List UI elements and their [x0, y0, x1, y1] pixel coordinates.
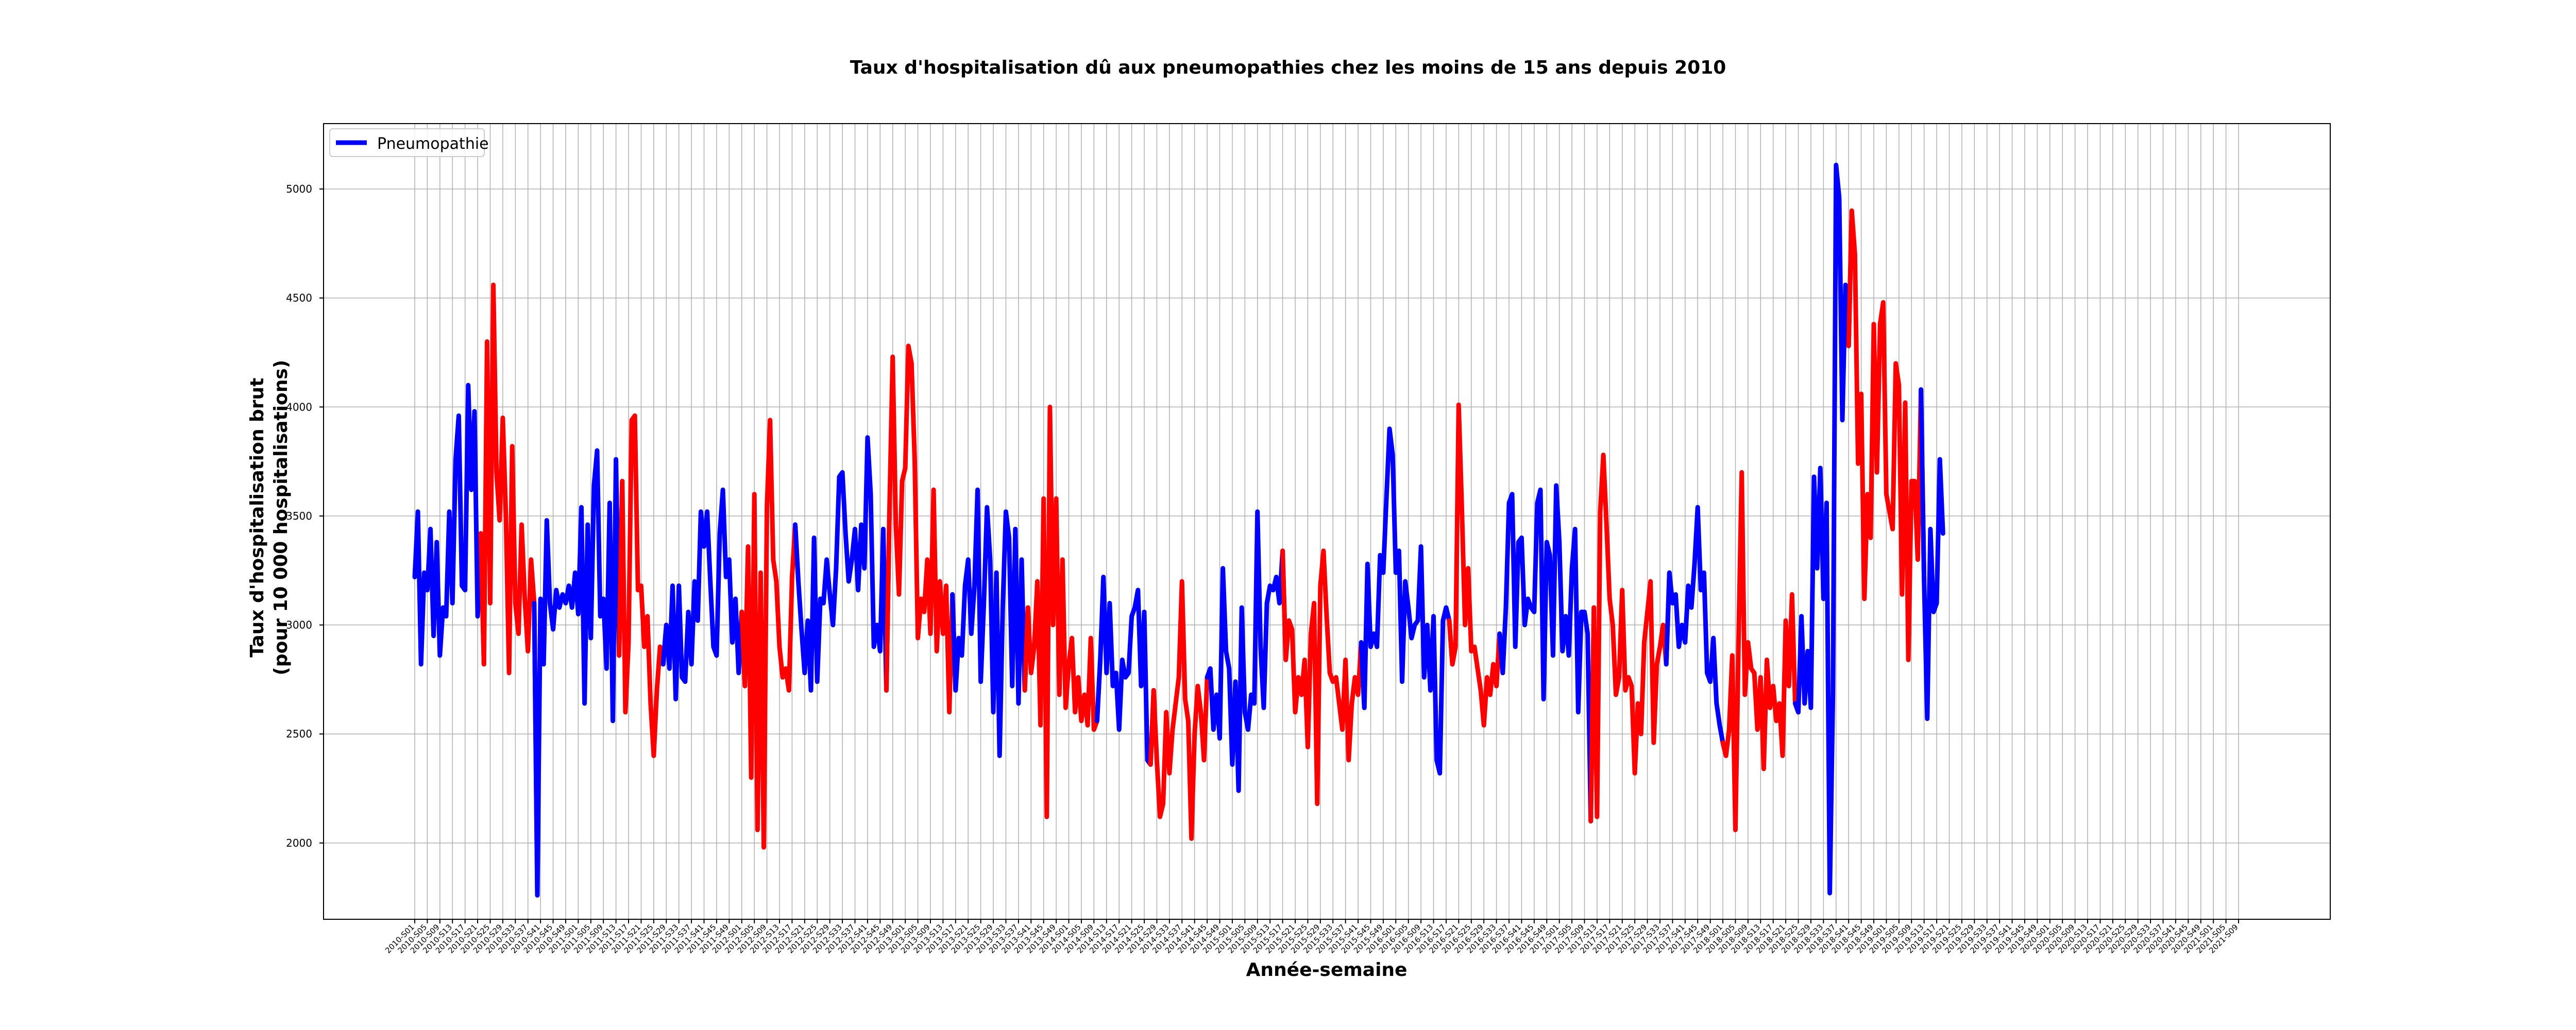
series-line [412, 162, 1945, 898]
y-tick-label: 4500 [286, 292, 312, 304]
series-segment [660, 487, 748, 701]
chart-title: Taux d'hospitalisation dû aux pneumopath… [850, 57, 1726, 78]
series-segment-epidemic [478, 282, 540, 898]
series-segment [1205, 509, 1289, 793]
legend-box [329, 128, 485, 157]
legend-label: Pneumopathie [377, 135, 489, 153]
x-axis: 2010-S012010-S052010-S092010-S132010-S17… [383, 919, 2240, 955]
series-segment-epidemic [617, 413, 669, 758]
y-tick-label: 3000 [286, 619, 312, 631]
y-axis-label-line1: Taux d'hospitalisation brut [247, 378, 268, 658]
series-segment [532, 448, 625, 898]
series-segment-epidemic [884, 344, 958, 715]
series-segment-epidemic [1280, 548, 1367, 806]
series-segment-epidemic [1022, 404, 1103, 819]
y-axis-label: Taux d'hospitalisation brut (pour 10 000… [247, 360, 292, 676]
series-segment-epidemic [1846, 208, 1927, 662]
series-segment-epidemic [739, 418, 801, 850]
series-segment-epidemic [1720, 470, 1801, 832]
legend: Pneumopathie [329, 128, 489, 157]
series-segment [1497, 483, 1597, 823]
y-tick-label: 2000 [286, 837, 312, 849]
series-segment [1919, 387, 1945, 722]
series-segment-epidemic [1447, 402, 1505, 728]
series-segment [1359, 426, 1455, 776]
series-segment-epidemic [1588, 452, 1672, 823]
y-axis-label-line2: (pour 10 000 hospitalisations) [270, 360, 292, 676]
series-segment [950, 487, 1030, 758]
y-tick-label: 2500 [286, 728, 312, 740]
series-segment [1792, 162, 1854, 896]
series-segment [1094, 574, 1156, 767]
y-axis: 2000 2500 3000 3500 4000 4500 5000 [286, 183, 324, 849]
y-tick-label: 4000 [286, 401, 312, 413]
series-segment [1664, 505, 1728, 758]
series-segment-epidemic [1148, 579, 1213, 841]
x-axis-label: Année-semaine [1246, 959, 1408, 981]
series-segment [412, 383, 486, 667]
y-tick-label: 5000 [286, 183, 312, 195]
y-tick-label: 3500 [286, 510, 312, 522]
series-segment [793, 435, 892, 693]
plot-frame [323, 123, 2331, 920]
